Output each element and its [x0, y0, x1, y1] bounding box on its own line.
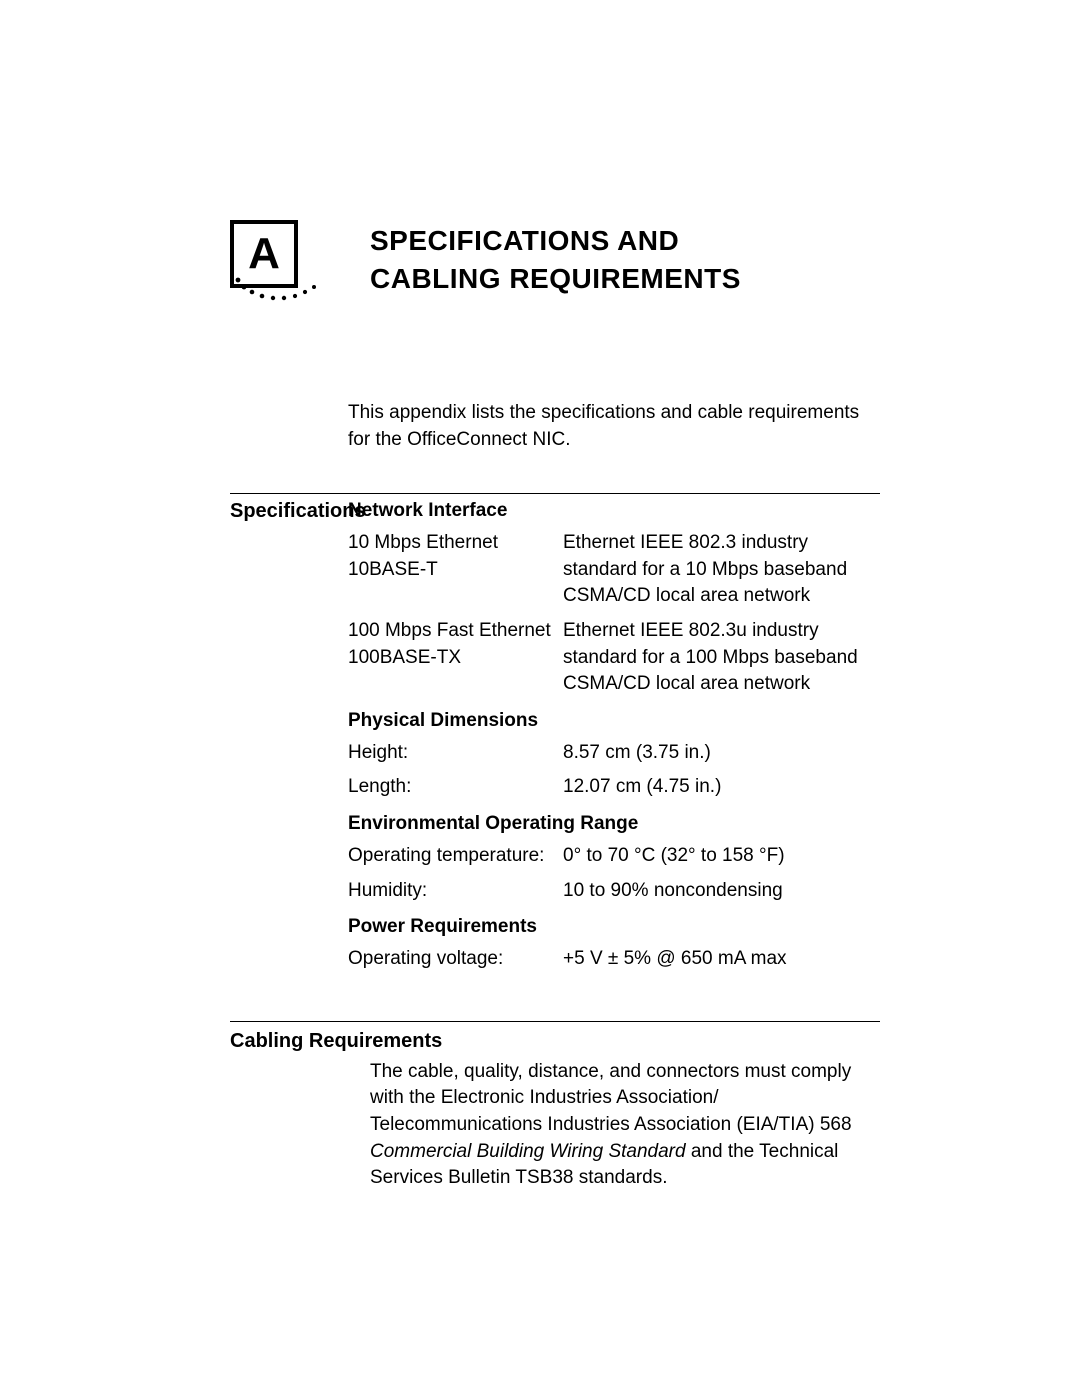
- spec-row: 10 Mbps Ethernet 10BASE-T Ethernet IEEE …: [348, 530, 880, 610]
- spec-value: Ethernet IEEE 802.3 industry standard fo…: [563, 530, 880, 610]
- spec-row: 100 Mbps Fast Ethernet 100BASE-TX Ethern…: [348, 618, 880, 698]
- spec-label: Length:: [348, 774, 563, 801]
- spec-row: Humidity: 10 to 90% noncondensing: [348, 878, 880, 905]
- cabling-body-italic: Commercial Building Wiring Standard: [370, 1141, 686, 1162]
- specifications-section: Specifications Network Interface 10 Mbps…: [230, 500, 880, 981]
- specifications-body: Network Interface 10 Mbps Ethernet 10BAS…: [348, 500, 880, 981]
- spec-row: Height: 8.57 cm (3.75 in.): [348, 740, 880, 767]
- spec-value: 12.07 cm (4.75 in.): [563, 774, 880, 801]
- environmental-heading: Environmental Operating Range: [348, 813, 880, 835]
- cabling-section: Cabling Requirements The cable, quality,…: [230, 1030, 880, 1192]
- spec-label: Humidity:: [348, 878, 563, 905]
- appendix-badge: A: [230, 220, 340, 310]
- title-line-1: SPECIFICATIONS AND: [370, 222, 741, 260]
- dots-icon: [232, 274, 342, 304]
- appendix-letter: A: [248, 232, 280, 276]
- spec-label: 100 Mbps Fast Ethernet 100BASE-TX: [348, 618, 563, 671]
- spec-value: 0° to 70 °C (32° to 158 °F): [563, 843, 880, 870]
- spec-value: 8.57 cm (3.75 in.): [563, 740, 880, 767]
- power-heading: Power Requirements: [348, 916, 880, 938]
- appendix-title: SPECIFICATIONS AND CABLING REQUIREMENTS: [370, 220, 741, 298]
- section-rule: [230, 1021, 880, 1022]
- spec-value: Ethernet IEEE 802.3u industry standard f…: [563, 618, 880, 698]
- cabling-body-pre: The cable, quality, distance, and connec…: [370, 1061, 852, 1135]
- spec-row: Operating voltage: +5 V ± 5% @ 650 mA ma…: [348, 946, 880, 973]
- specifications-label: Specifications: [230, 500, 348, 523]
- physical-dimensions-heading: Physical Dimensions: [348, 710, 880, 732]
- network-interface-heading: Network Interface: [348, 500, 880, 522]
- spec-row: Length: 12.07 cm (4.75 in.): [348, 774, 880, 801]
- spec-label: Height:: [348, 740, 563, 767]
- title-line-2: CABLING REQUIREMENTS: [370, 260, 741, 298]
- cabling-label: Cabling Requirements: [230, 1030, 880, 1053]
- section-rule: [230, 493, 880, 494]
- intro-text: This appendix lists the specifications a…: [348, 400, 880, 453]
- spec-value: 10 to 90% noncondensing: [563, 878, 880, 905]
- spec-label: Operating voltage:: [348, 946, 563, 973]
- page: A SPECIFICATIONS AND CABLING REQUIREMENT…: [0, 0, 1080, 1192]
- cabling-body: The cable, quality, distance, and connec…: [370, 1059, 880, 1192]
- spec-value: +5 V ± 5% @ 650 mA max: [563, 946, 880, 973]
- spec-row: Operating temperature: 0° to 70 °C (32° …: [348, 843, 880, 870]
- spec-label: 10 Mbps Ethernet 10BASE-T: [348, 530, 563, 583]
- spec-label: Operating temperature:: [348, 843, 563, 870]
- appendix-header: A SPECIFICATIONS AND CABLING REQUIREMENT…: [230, 220, 880, 310]
